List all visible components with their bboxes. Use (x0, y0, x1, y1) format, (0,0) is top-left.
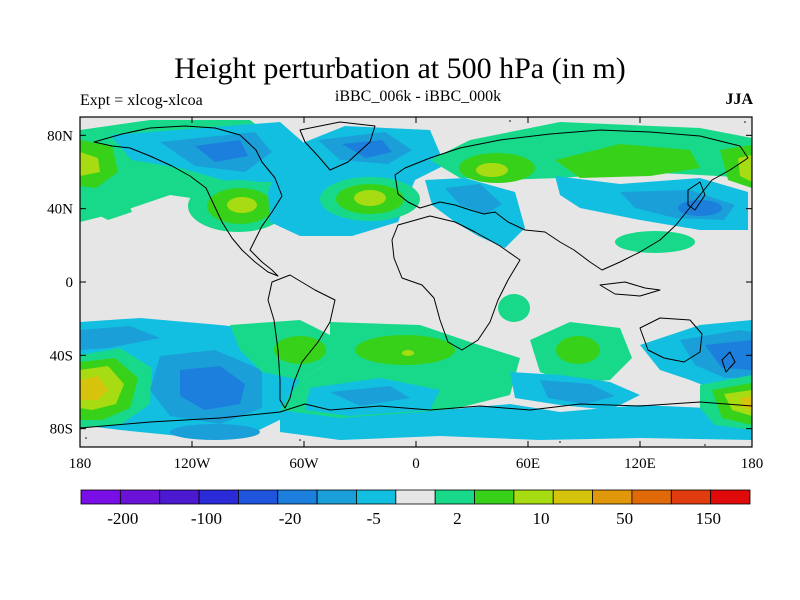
colorbar (80, 489, 751, 505)
colorbar-swatch (552, 489, 593, 505)
season-label: JJA (725, 91, 753, 108)
coastline-south-america (267, 274, 336, 409)
coastline-new-zealand (721, 351, 736, 373)
colorbar-label: -5 (367, 509, 381, 528)
lat-tick-label: 80S (50, 422, 73, 438)
colorbar-swatch (670, 489, 712, 505)
colorbar-swatch (316, 489, 357, 505)
anomaly-region (180, 366, 245, 410)
anomaly-region (355, 335, 455, 365)
coastline-japan (687, 181, 706, 211)
colorbar-swatch (474, 489, 515, 505)
colorbar-swatch (119, 489, 161, 505)
colorbar-swatch (434, 489, 475, 505)
colorbar-labels: -200 -100 -20 -5 2 10 50 150 (107, 509, 721, 528)
colorbar-swatch (710, 489, 751, 505)
anomaly-region (80, 376, 108, 400)
lon-tick-label: 120W (174, 456, 212, 472)
anomaly-region (80, 152, 100, 176)
lon-tick-label: 0 (412, 456, 420, 472)
coastline-australia (639, 317, 703, 363)
difference-label: iBBC_006k - iBBC_000k (334, 88, 502, 105)
anomaly-region (170, 424, 260, 440)
colorbar-swatch (592, 489, 633, 505)
anomaly-region (274, 336, 326, 364)
anomaly-region (95, 196, 132, 220)
colorbar-label: -20 (279, 509, 302, 528)
anomaly-region (280, 404, 752, 440)
anomaly-region (476, 163, 508, 177)
lon-tick-label: 180 (741, 456, 764, 472)
colorbar-swatch (238, 489, 279, 505)
anomaly-region (540, 380, 615, 404)
lon-tick-label: 180 (69, 456, 92, 472)
lat-tick-label: 80N (47, 128, 73, 144)
anomaly-region (402, 350, 414, 356)
anomaly-region (425, 178, 525, 248)
coastline-eurasia (394, 129, 749, 271)
lat-tick-label: 0 (66, 275, 74, 291)
anomaly-region (740, 396, 752, 410)
anomaly-region (556, 336, 600, 364)
colorbar-swatch (159, 489, 200, 505)
colorbar-label: 50 (616, 509, 633, 528)
coastline-indonesia (599, 281, 661, 297)
anomaly-region (227, 197, 257, 213)
coastline-north-america (93, 125, 283, 277)
colorbar-label: 150 (695, 509, 721, 528)
anomaly-region (678, 200, 722, 216)
anomaly-region (615, 231, 695, 253)
lon-tick-label: 120E (624, 456, 656, 472)
anomaly-region (555, 144, 700, 178)
anomaly-region (354, 190, 386, 206)
plot-title: Height perturbation at 500 hPa (in m) (174, 52, 626, 85)
colorbar-swatch (513, 489, 554, 505)
lon-tick-label: 60W (289, 456, 319, 472)
colorbar-swatch (395, 489, 436, 505)
anomaly-region (80, 140, 118, 188)
anomaly-region (330, 386, 410, 406)
lon-tick-label: 60E (516, 456, 540, 472)
coastline-greenland (299, 121, 376, 171)
lat-tick-label: 40N (47, 202, 73, 218)
lat-tick-label: 40S (50, 348, 73, 364)
anomaly-region (705, 340, 752, 370)
colorbar-swatch (277, 489, 318, 505)
anomaly-region (195, 140, 248, 162)
colorbar-swatch (198, 489, 239, 505)
anomaly-region (498, 294, 530, 322)
experiment-label: Expt = xlcog-xlcoa (80, 92, 203, 109)
anomaly-region (342, 140, 392, 158)
colorbar-swatch (356, 489, 397, 505)
coastline-antarctica (80, 401, 752, 429)
colorbar-swatch (80, 489, 121, 505)
coastline-africa (391, 215, 521, 351)
coastlines (80, 121, 752, 429)
anomaly-region (445, 184, 502, 214)
longitude-axis: 180 120W 60W 0 60E 120E 180 (69, 117, 764, 472)
colorbar-swatch (631, 489, 672, 505)
anomaly-region (80, 326, 160, 350)
colorbar-label: 10 (532, 509, 549, 528)
latitude-axis: 80N 40N 0 40S 80S (47, 128, 752, 438)
colorbar-label: 2 (453, 509, 462, 528)
noise-dots (85, 120, 746, 446)
colorbar-label: -200 (107, 509, 138, 528)
anomaly-region (724, 390, 752, 416)
colorbar-label: -100 (191, 509, 222, 528)
map-plot-area (80, 117, 752, 447)
